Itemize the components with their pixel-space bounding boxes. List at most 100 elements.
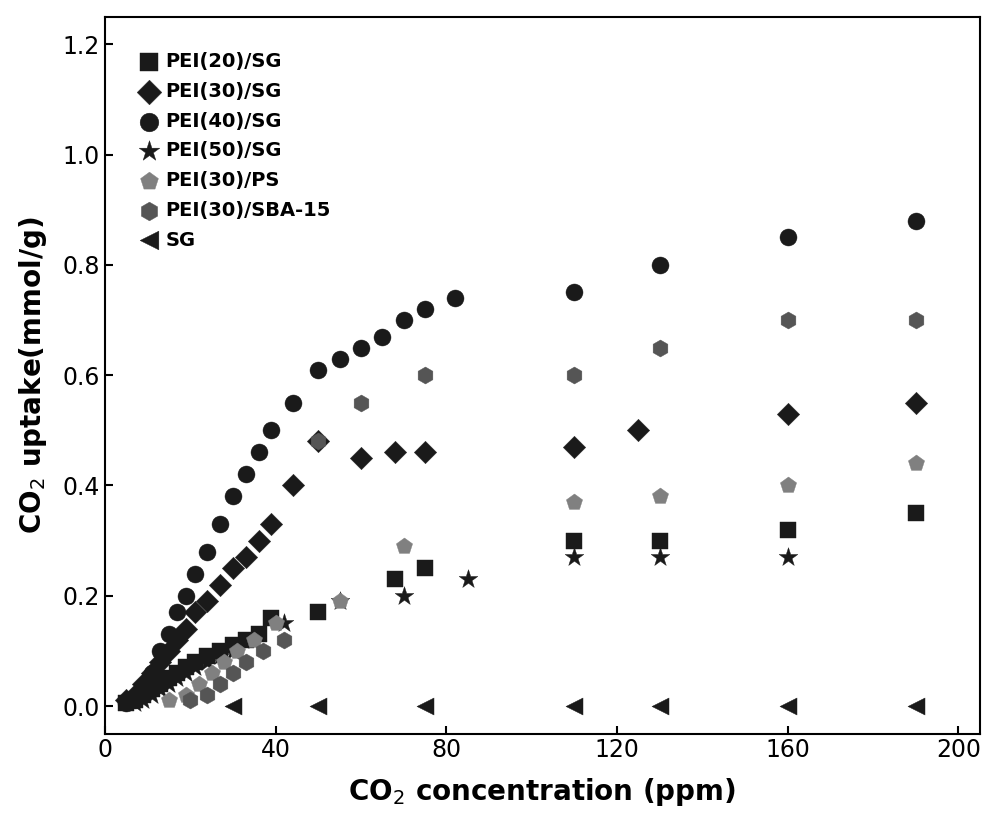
PEI(30)/PS <box>161 694 177 707</box>
PEI(30)/SG <box>127 688 143 701</box>
SG <box>566 700 582 713</box>
PEI(30)/SBA-15 <box>276 634 292 647</box>
PEI(40)/SG <box>161 628 177 641</box>
PEI(20)/SG <box>908 507 924 520</box>
PEI(30)/PS <box>178 688 194 701</box>
PEI(30)/PS <box>246 634 262 647</box>
PEI(30)/SG <box>630 424 646 437</box>
PEI(30)/SG <box>238 550 254 563</box>
PEI(20)/SG <box>152 677 168 691</box>
Legend: PEI(20)/SG, PEI(30)/SG, PEI(40)/SG, PEI(50)/SG, PEI(30)/PS, PEI(30)/SBA-15, SG: PEI(20)/SG, PEI(30)/SG, PEI(40)/SG, PEI(… <box>132 40 342 262</box>
PEI(50)/SG <box>127 696 143 710</box>
SG <box>225 700 241 713</box>
PEI(50)/SG <box>566 550 582 563</box>
PEI(40)/SG <box>263 424 279 437</box>
PEI(20)/SG <box>652 534 668 547</box>
PEI(20)/SG <box>387 573 403 586</box>
PEI(40)/SG <box>199 545 215 559</box>
PEI(30)/SG <box>566 441 582 454</box>
PEI(30)/PS <box>216 655 232 668</box>
PEI(40)/SG <box>135 683 151 696</box>
PEI(20)/SG <box>251 628 267 641</box>
PEI(30)/SBA-15 <box>255 644 271 658</box>
PEI(30)/SG <box>212 578 228 592</box>
PEI(40)/SG <box>566 285 582 299</box>
PEI(40)/SG <box>332 352 348 365</box>
PEI(30)/SBA-15 <box>182 694 198 707</box>
SG <box>652 700 668 713</box>
PEI(50)/SG <box>152 683 168 696</box>
PEI(50)/SG <box>225 644 241 658</box>
PEI(30)/PS <box>908 457 924 470</box>
PEI(30)/SG <box>780 407 796 420</box>
PEI(40)/SG <box>178 589 194 602</box>
PEI(40)/SG <box>118 696 134 710</box>
PEI(50)/SG <box>332 595 348 608</box>
PEI(50)/SG <box>169 672 185 685</box>
PEI(40)/SG <box>417 302 433 315</box>
PEI(40)/SG <box>225 490 241 503</box>
PEI(30)/SG <box>263 517 279 530</box>
PEI(30)/PS <box>780 478 796 492</box>
PEI(20)/SG <box>566 534 582 547</box>
PEI(30)/PS <box>229 644 245 658</box>
PEI(40)/SG <box>144 667 160 680</box>
PEI(30)/PS <box>652 490 668 503</box>
PEI(40)/SG <box>780 231 796 244</box>
PEI(30)/SG <box>199 595 215 608</box>
PEI(40)/SG <box>152 644 168 658</box>
PEI(30)/SG <box>161 644 177 658</box>
PEI(30)/SG <box>387 446 403 459</box>
PEI(20)/SG <box>169 667 185 680</box>
PEI(50)/SG <box>652 550 668 563</box>
PEI(50)/SG <box>396 589 412 602</box>
PEI(40)/SG <box>212 517 228 530</box>
PEI(30)/SG <box>187 606 203 619</box>
PEI(30)/SG <box>310 435 326 448</box>
PEI(50)/SG <box>144 688 160 701</box>
PEI(50)/SG <box>246 634 262 647</box>
PEI(50)/SG <box>212 650 228 663</box>
PEI(20)/SG <box>225 639 241 652</box>
PEI(40)/SG <box>285 396 301 409</box>
PEI(30)/SBA-15 <box>652 341 668 354</box>
PEI(30)/SBA-15 <box>225 667 241 680</box>
PEI(20)/SG <box>187 655 203 668</box>
PEI(30)/SG <box>285 478 301 492</box>
PEI(30)/PS <box>332 595 348 608</box>
PEI(30)/SBA-15 <box>199 688 215 701</box>
PEI(40)/SG <box>169 606 185 619</box>
SG <box>780 700 796 713</box>
PEI(20)/SG <box>144 683 160 696</box>
PEI(50)/SG <box>276 617 292 630</box>
PEI(20)/SG <box>780 523 796 536</box>
PEI(20)/SG <box>118 696 134 710</box>
PEI(30)/SG <box>169 634 185 647</box>
PEI(50)/SG <box>199 655 215 668</box>
PEI(40)/SG <box>127 694 143 707</box>
PEI(30)/SG <box>152 655 168 668</box>
PEI(40)/SG <box>187 567 203 580</box>
PEI(30)/SBA-15 <box>212 677 228 691</box>
PEI(30)/PS <box>191 677 207 691</box>
PEI(30)/SBA-15 <box>353 396 369 409</box>
SG <box>908 700 924 713</box>
PEI(30)/PS <box>268 617 284 630</box>
PEI(20)/SG <box>135 688 151 701</box>
PEI(30)/SBA-15 <box>417 369 433 382</box>
PEI(30)/SG <box>118 694 134 707</box>
PEI(40)/SG <box>652 258 668 271</box>
PEI(20)/SG <box>127 694 143 707</box>
PEI(50)/SG <box>187 661 203 674</box>
PEI(30)/SG <box>144 667 160 680</box>
PEI(40)/SG <box>238 468 254 481</box>
PEI(30)/SBA-15 <box>566 369 582 382</box>
PEI(20)/SG <box>178 661 194 674</box>
SG <box>310 700 326 713</box>
PEI(30)/SBA-15 <box>908 314 924 327</box>
PEI(40)/SG <box>374 330 390 343</box>
PEI(50)/SG <box>161 677 177 691</box>
PEI(40)/SG <box>908 214 924 228</box>
PEI(50)/SG <box>135 694 151 707</box>
SG <box>417 700 433 713</box>
